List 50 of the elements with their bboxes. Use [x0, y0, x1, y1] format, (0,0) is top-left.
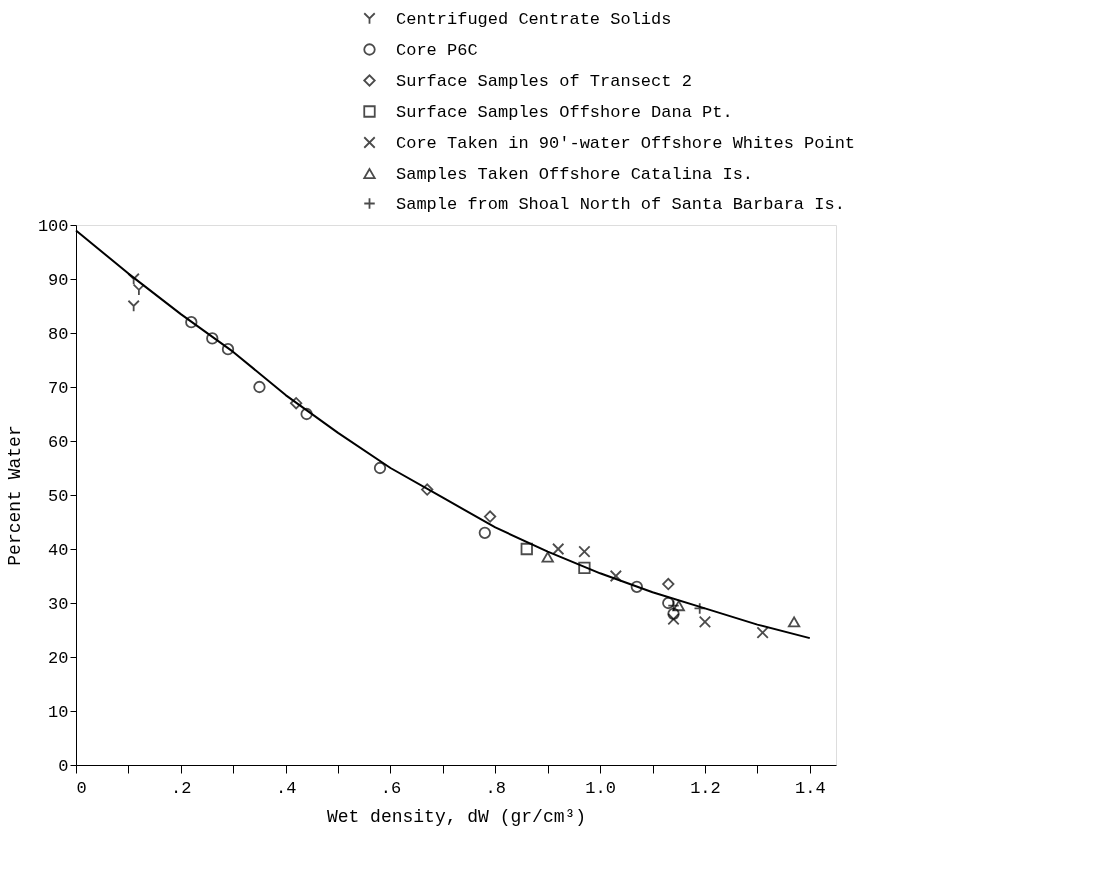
y-tick-label: 60: [48, 432, 69, 452]
legend-label: Sample from Shoal North of Santa Barbara Is.: [396, 194, 845, 214]
point: [520, 542, 533, 556]
x-tick-label: 0: [76, 778, 87, 798]
point: [662, 577, 675, 591]
y-tick-label: 30: [48, 594, 69, 614]
point: [483, 510, 497, 523]
y-tick-label: 70: [48, 378, 69, 398]
point: [541, 551, 554, 563]
x-tick-label: .2: [171, 778, 192, 798]
y-tick-label: 80: [48, 324, 69, 344]
point: [672, 600, 685, 612]
point: [300, 407, 313, 421]
point: [221, 343, 235, 356]
point: [206, 332, 219, 345]
point: [787, 616, 801, 628]
point: [373, 461, 387, 475]
legend-label: Core Taken in 90'-water Offshore Whites Point: [396, 133, 856, 153]
point: [253, 380, 266, 394]
point: [609, 569, 623, 583]
y-tick-label: 20: [48, 648, 69, 668]
x-tick-label: .4: [275, 778, 297, 798]
point: [578, 561, 591, 575]
point: [552, 542, 565, 556]
point: [662, 596, 675, 610]
point: [185, 316, 198, 329]
x-tick-label: .8: [485, 778, 507, 798]
y-tick-label: 100: [37, 216, 69, 236]
x-tick-label: 1.4: [794, 778, 826, 798]
y-tick-label: 10: [48, 702, 69, 722]
legend-label: Surface Samples Offshore Dana Pt.: [396, 102, 733, 122]
x-tick-label: .6: [380, 778, 402, 798]
point: [578, 545, 591, 558]
legend-label: Samples Taken Offshore Catalina Is.: [396, 164, 754, 184]
legend-label: Core P6C: [396, 40, 478, 60]
point: [630, 580, 643, 593]
y-tick-label: 40: [48, 540, 69, 560]
point: [289, 397, 303, 410]
y-tick-label: 0: [58, 756, 69, 776]
legend-label: Surface Samples of Transect 2: [396, 71, 692, 91]
y-tick-label: 50: [48, 486, 69, 506]
point: [756, 626, 769, 639]
y-tick-label: 90: [48, 270, 69, 290]
x-axis-title: Wet density, dW (gr/cm³): [326, 806, 587, 827]
point: [478, 526, 491, 539]
y-axis-title: Percent Water: [4, 425, 25, 566]
legend-label: Centrifuged Centrate Solids: [396, 9, 672, 29]
point: [421, 483, 434, 496]
x-tick-label: 1.0: [585, 778, 616, 798]
x-tick-label: 1.2: [690, 778, 721, 798]
